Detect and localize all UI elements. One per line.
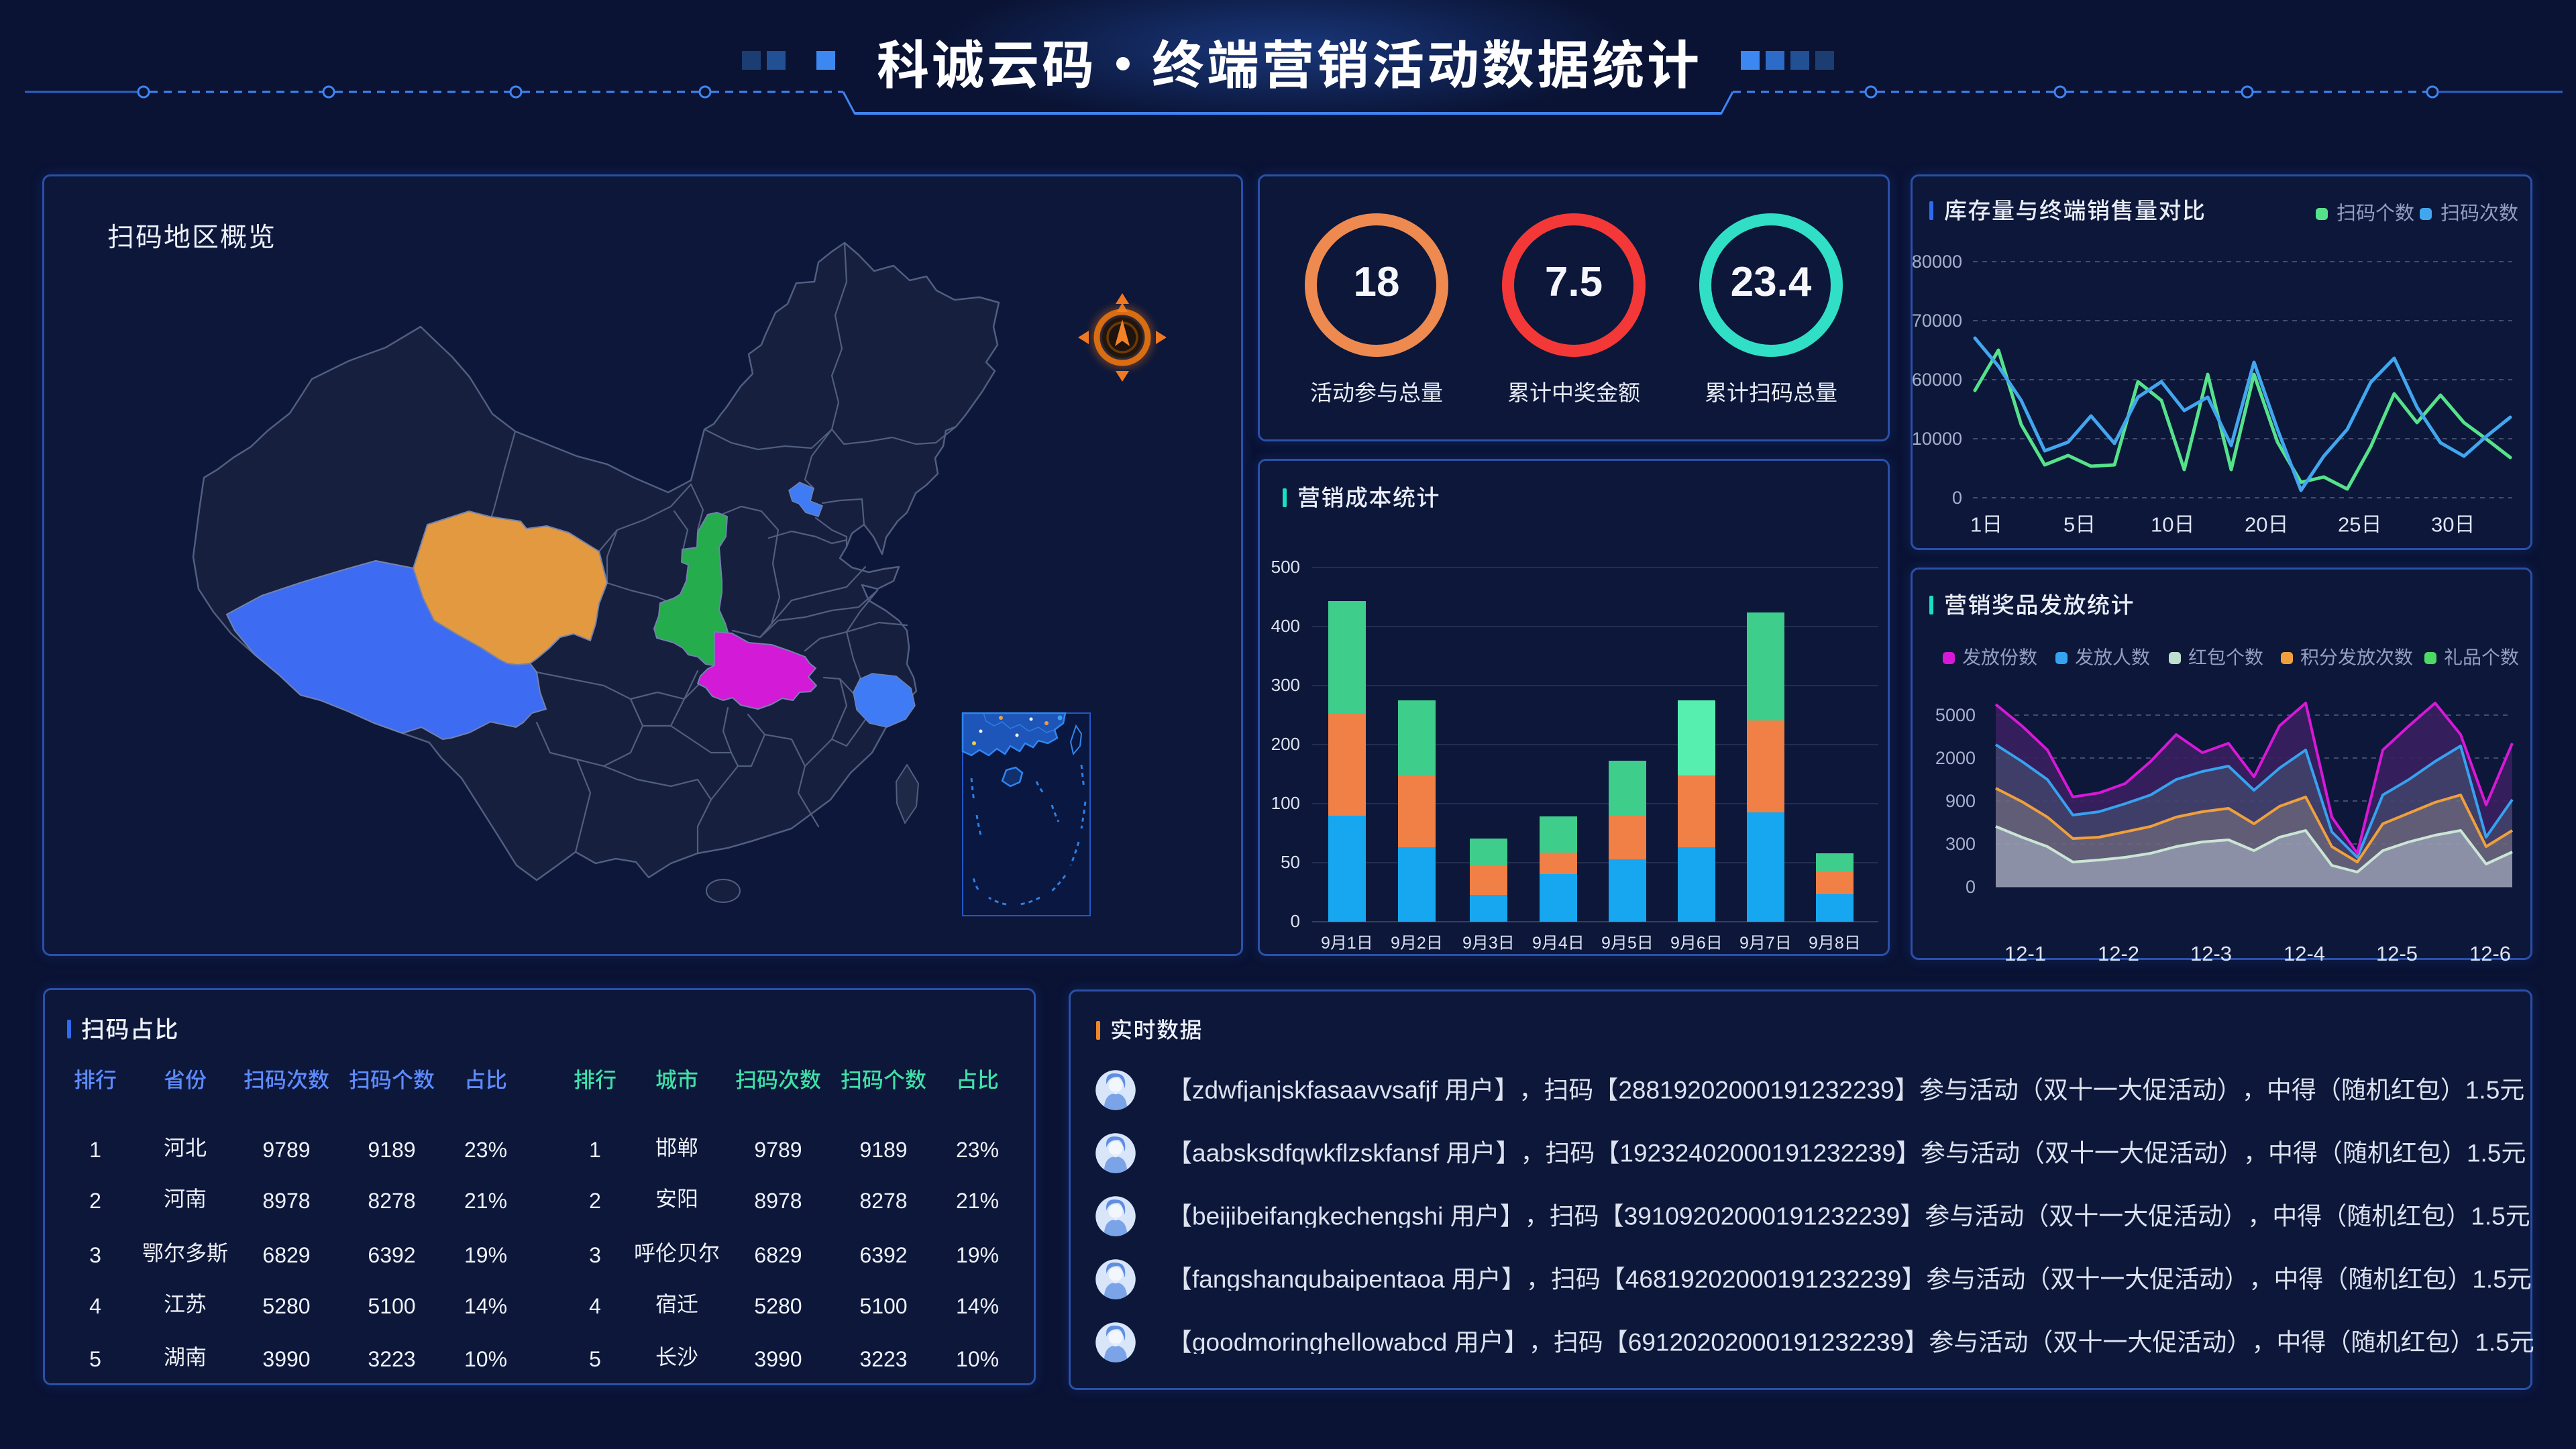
svg-text:25: 25 bbox=[2338, 513, 2361, 534]
svg-text:39109202000191232239: 39109202000191232239 bbox=[1624, 1203, 1900, 1228]
svg-text:zdwfjanjskfasaavvsafjf: zdwfjanjskfasaavvsafjf bbox=[1192, 1077, 1438, 1102]
svg-text:7: 7 bbox=[1766, 934, 1775, 951]
svg-text:6: 6 bbox=[1697, 934, 1706, 951]
svg-text:10: 10 bbox=[2151, 513, 2174, 534]
svg-text:1: 1 bbox=[1347, 934, 1356, 951]
svg-text:2: 2 bbox=[1417, 934, 1426, 951]
svg-text:9: 9 bbox=[1532, 934, 1542, 951]
svg-text:69120202000191232239: 69120202000191232239 bbox=[1628, 1329, 1904, 1354]
svg-text:5: 5 bbox=[2063, 513, 2075, 534]
svg-text:1.5: 1.5 bbox=[2475, 1329, 2509, 1354]
svg-text:30: 30 bbox=[2431, 513, 2454, 534]
svg-text:8: 8 bbox=[1835, 934, 1844, 951]
svg-text:20: 20 bbox=[2245, 513, 2267, 534]
svg-text:9: 9 bbox=[1462, 934, 1472, 951]
svg-text:5: 5 bbox=[1627, 934, 1637, 951]
svg-text:1.5: 1.5 bbox=[2465, 1077, 2500, 1102]
svg-text:9: 9 bbox=[1321, 934, 1330, 951]
svg-text:9: 9 bbox=[1670, 934, 1680, 951]
svg-text:goodmoringhellowabcd: goodmoringhellowabcd bbox=[1192, 1329, 1447, 1354]
svg-text:28819202000191232239: 28819202000191232239 bbox=[1618, 1077, 1894, 1102]
svg-text:fangshanqubaipentaoa: fangshanqubaipentaoa bbox=[1192, 1266, 1445, 1291]
svg-text:aabsksdfqwkflzskfansf: aabsksdfqwkflzskfansf bbox=[1192, 1140, 1440, 1165]
svg-text:9: 9 bbox=[1391, 934, 1400, 951]
svg-text:9: 9 bbox=[1809, 934, 1818, 951]
svg-text:9: 9 bbox=[1739, 934, 1749, 951]
svg-text:1.5: 1.5 bbox=[2467, 1140, 2501, 1165]
svg-text:46819202000191232239: 46819202000191232239 bbox=[1625, 1266, 1902, 1291]
svg-text:1: 1 bbox=[1970, 513, 1982, 534]
svg-text:4: 4 bbox=[1558, 934, 1568, 951]
svg-text:19232402000191232239: 19232402000191232239 bbox=[1619, 1140, 1896, 1165]
svg-text:9: 9 bbox=[1601, 934, 1611, 951]
svg-text:1.5: 1.5 bbox=[2472, 1266, 2506, 1291]
svg-text:3: 3 bbox=[1489, 934, 1498, 951]
svg-text:beijibeifangkechengshi: beijibeifangkechengshi bbox=[1192, 1203, 1443, 1228]
svg-text:1.5: 1.5 bbox=[2471, 1203, 2505, 1228]
